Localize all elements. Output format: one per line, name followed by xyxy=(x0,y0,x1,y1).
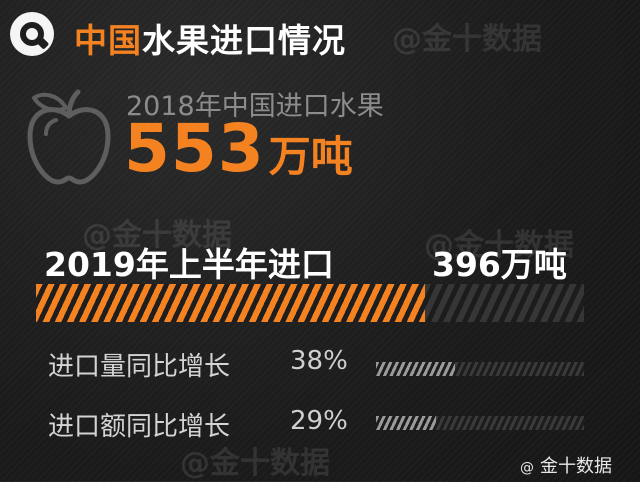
summary-value: 553万吨 xyxy=(124,110,353,187)
stat-value-volume: 38% xyxy=(290,346,348,376)
stat-value-amount: 29% xyxy=(290,406,348,436)
watermark: @金十数据 xyxy=(82,218,232,253)
summary-unit: 万吨 xyxy=(268,132,353,181)
h1-2019-progress-bar xyxy=(36,284,584,322)
watermark: @金十数据 xyxy=(424,228,574,263)
h1-2019-value: 396万吨 xyxy=(432,245,567,284)
summary-number: 553 xyxy=(124,110,265,187)
summary-subtitle: 2018年中国进口水果 xyxy=(126,91,384,122)
stat-bar-volume xyxy=(376,362,584,376)
at-icon: @ xyxy=(520,460,534,476)
stat-label-amount: 进口额同比增长 xyxy=(48,412,231,442)
page-title: 中国水果进口情况 xyxy=(74,14,346,62)
stat-bar-amount-fill xyxy=(376,416,437,430)
h1-2019-label: 2019年上半年进口 xyxy=(44,245,334,284)
title-rest: 水果进口情况 xyxy=(142,21,346,60)
h1-2019-progress-fill xyxy=(36,284,426,322)
brand-logo-icon xyxy=(10,12,54,56)
brand-text: 金十数据 xyxy=(540,456,612,477)
watermark: @金十数据 xyxy=(180,446,330,481)
watermark: @金十数据 xyxy=(392,22,542,57)
stat-bar-amount xyxy=(376,416,584,430)
stat-bar-volume-fill xyxy=(376,362,456,376)
brand-signature: @ 金十数据 xyxy=(520,452,612,478)
stat-label-volume: 进口量同比增长 xyxy=(48,352,231,382)
title-highlight: 中国 xyxy=(74,21,142,60)
apple-icon xyxy=(27,89,111,185)
